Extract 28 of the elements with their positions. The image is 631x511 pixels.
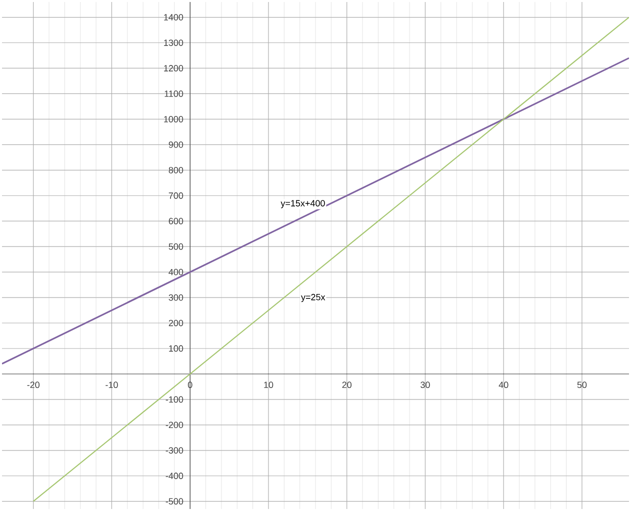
y-tick-label: -100 [166, 396, 184, 403]
x-tick-label: 50 [577, 382, 587, 388]
y-tick-label: -200 [166, 422, 184, 428]
y-tick-label: -500 [166, 498, 184, 505]
y-tick-label: 1400 [164, 14, 184, 20]
series-label: y=15x+400 [280, 200, 325, 208]
x-tick-label: 10 [264, 382, 274, 388]
x-tick-label: -10 [106, 382, 118, 388]
series-label: y=25x [301, 294, 326, 302]
y-tick-label: 200 [168, 320, 184, 326]
y-tick-label: 1200 [164, 65, 184, 72]
y-tick-label: 1300 [164, 40, 184, 46]
x-tick-label: 30 [420, 382, 430, 388]
y-tick-label: 1100 [164, 90, 184, 97]
y-tick-label: 100 [169, 345, 184, 352]
x-tick-label: 40 [498, 382, 508, 388]
y-tick-label: -400 [166, 472, 184, 480]
y-tick-label: 600 [168, 218, 184, 224]
y-tick-label: 300 [168, 294, 184, 301]
y-tick-label: 800 [168, 166, 184, 174]
y-tick-label: 900 [168, 141, 184, 148]
y-tick-label: 700 [168, 192, 184, 199]
x-tick-label: -20 [27, 382, 40, 388]
y-tick-label: -300 [166, 447, 184, 454]
y-tick-label: 500 [168, 243, 184, 250]
x-tick-label: 20 [342, 382, 352, 388]
y-tick-label: 400 [168, 268, 184, 276]
y-tick-label: 1000 [164, 116, 184, 122]
